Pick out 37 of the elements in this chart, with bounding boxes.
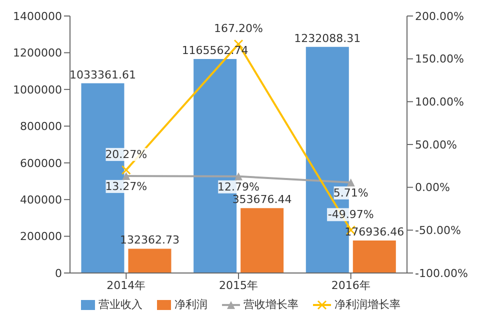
y-tick-label: 400000 [20,193,62,206]
y-tick-label: 1400000 [13,10,62,23]
bar [352,240,396,273]
data-label: 13.27% [105,180,148,193]
bar [128,248,172,273]
x-tick-label: 2016年 [331,278,370,292]
data-label: 167.20% [214,22,263,36]
data-label: 1232088.31 [294,32,361,45]
data-label: 5.71% [333,186,368,200]
data-label: 12.79% [218,180,260,194]
y-tick-label: 200000 [20,230,62,244]
y-tick-label: 0 [55,266,62,280]
legend-label: 净利润增长率 [334,297,400,312]
point [346,178,355,186]
y2-tick-label: 100.00% [415,96,464,109]
y2-tick-label: 50.00% [415,138,457,152]
x-tick-label: 2014年 [106,278,146,292]
point [122,172,130,180]
legend-label: 营收增长率 [244,297,298,312]
point [234,172,242,180]
x-tick-label: 2015年 [219,278,258,292]
y2-tick-label: 0.00% [415,181,450,194]
legend-label: 营业收入 [98,297,142,312]
y-tick-label: 800000 [20,120,62,134]
y2-tick-label: -50.00% [415,224,461,238]
bar [240,208,284,273]
legend-label: 净利润 [174,297,208,312]
data-label: -49.97% [328,208,374,222]
point [121,165,131,175]
y2-tick-label: 200.00% [415,10,464,23]
data-label: 20.27% [105,148,148,161]
y-tick-label: 600000 [20,156,62,170]
data-label: 1033361.61 [69,68,136,82]
y-tick-label: 1000000 [13,83,62,96]
y2-tick-label: 150.00% [415,52,464,66]
y2-tick-label: -100.00% [415,266,468,280]
y-tick-label: 1200000 [13,46,62,60]
